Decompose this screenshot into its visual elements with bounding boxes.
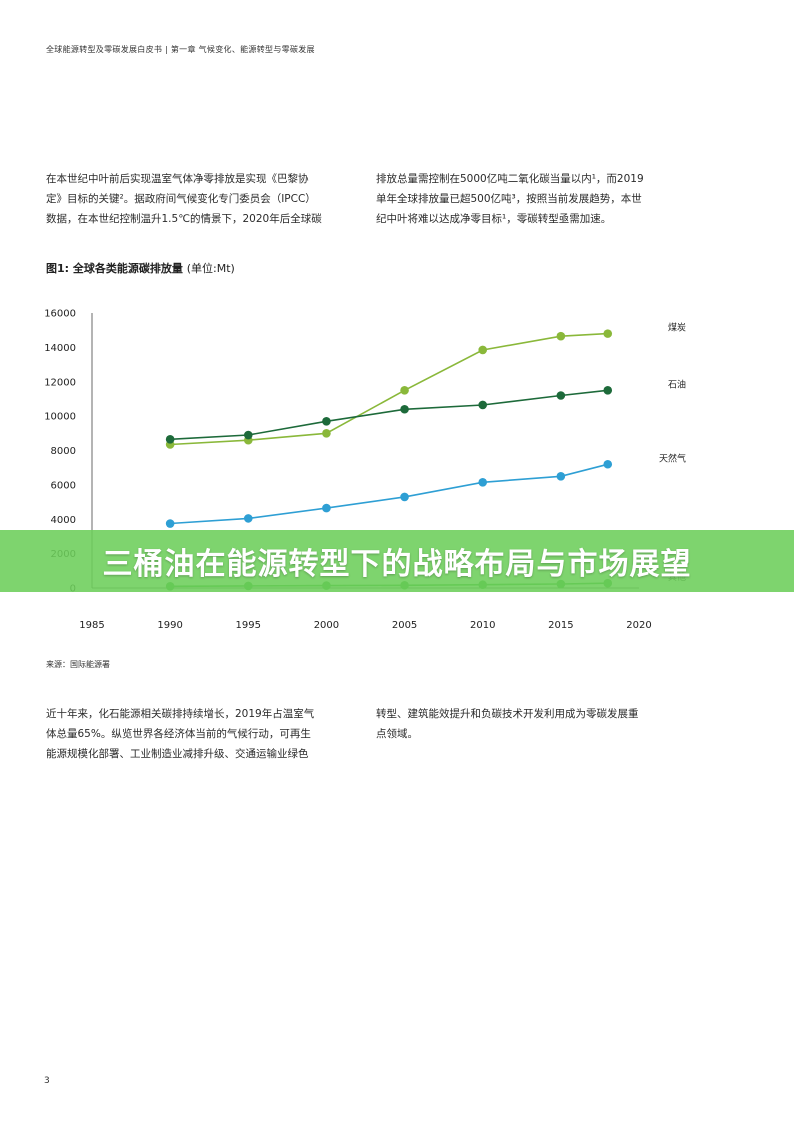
intro-right-line-3: 纪中叶将难以达成净零目标¹，零碳转型亟需加速。 (376, 213, 612, 225)
data-point (603, 329, 613, 338)
data-point (322, 429, 331, 438)
figure-label: 图1: (46, 262, 70, 275)
intro-left-line-2: 定》目标的关键²。据政府间气候变化专门委员会（IPCC） (46, 193, 316, 205)
y-tick-label: 6000 (51, 480, 76, 491)
x-tick-label: 1985 (79, 620, 104, 631)
data-point (322, 416, 331, 426)
data-point (243, 430, 253, 440)
y-tick-label: 12000 (44, 377, 76, 388)
data-point (478, 400, 488, 410)
body-right-line-1: 转型、建筑能效提升和负碳技术开发利用成为零碳发展重 (376, 708, 639, 720)
series-line (170, 332, 608, 446)
banner-title: 三桶油在能源转型下的战略布局与市场展望 (102, 547, 692, 582)
intro-left-line-3: 数据，在本世纪控制温升1.5℃的情景下，2020年后全球碳 (46, 213, 322, 225)
data-point (243, 514, 253, 523)
data-point (556, 391, 566, 400)
body-left-paragraph: 近十年来，化石能源相关碳排持续增长，2019年占温室气 体总量65%。纵览世界各… (46, 704, 314, 764)
running-header: 全球能源转型及零碳发展白皮书 | 第一章 气候变化、能源转型与零碳发展 (46, 45, 315, 54)
data-point (556, 331, 566, 341)
y-tick-label: 14000 (44, 343, 76, 354)
x-tick-labels: 1985 1990 1995 2000 2005 2010 2015 2020 (79, 620, 651, 631)
intro-left-paragraph: 在本世纪中叶前后实现温室气体净零排放是实现《巴黎协 定》目标的关键²。据政府间气… (46, 169, 322, 229)
data-point (322, 503, 331, 513)
data-point (165, 519, 175, 528)
page-number: 3 (44, 1076, 50, 1086)
body-left-line-3: 能源规模化部署、工业制造业减排升级、交通运输业绿色 (46, 748, 309, 760)
data-point (603, 459, 613, 469)
figure-source: 来源：国际能源署 (46, 660, 110, 669)
body-left-line-2: 体总量65%。纵览世界各经济体当前的气候行动，可再生 (46, 728, 311, 740)
series-line (170, 389, 608, 441)
y-tick-label: 8000 (51, 446, 76, 457)
x-tick-label: 2000 (314, 620, 339, 631)
series-label: 煤炭 (668, 322, 686, 334)
data-point (478, 345, 488, 355)
x-tick-label: 2020 (626, 620, 651, 631)
intro-left-line-1: 在本世纪中叶前后实现温室气体净零排放是实现《巴黎协 (46, 173, 309, 185)
x-tick-label: 1995 (236, 620, 261, 631)
series-label: 天然气 (659, 452, 686, 464)
series-layer (165, 329, 613, 591)
y-tick-label: 4000 (51, 515, 76, 526)
series-label: 石油 (668, 378, 686, 390)
figure-title-text: 全球各类能源碳排放量 (72, 262, 183, 275)
data-point (478, 477, 488, 487)
x-tick-label: 2010 (470, 620, 495, 631)
data-point (165, 435, 175, 444)
data-point (400, 492, 409, 502)
data-point (400, 404, 409, 414)
series-2 (165, 386, 613, 444)
series-line (170, 463, 608, 525)
intro-right-line-2: 单年全球排放量已超500亿吨³，按照当前发展趋势，本世 (376, 193, 642, 205)
figure-unit: (单位:Mt) (186, 262, 235, 275)
data-point (603, 386, 613, 395)
x-tick-label: 2015 (548, 620, 573, 631)
x-tick-label: 2005 (392, 620, 417, 631)
y-tick-label: 16000 (44, 309, 76, 320)
figure-title: 图1: 全球各类能源碳排放量 (单位:Mt) (46, 260, 235, 276)
body-right-paragraph: 转型、建筑能效提升和负碳技术开发利用成为零碳发展重 点领域。 (376, 704, 639, 744)
emissions-line-chart: 0200040006000800010000120001400016000 19… (44, 309, 686, 632)
series-3 (165, 459, 613, 528)
intro-right-paragraph: 排放总量需控制在5000亿吨二氧化碳当量以内¹，而2019 单年全球排放量已超5… (376, 169, 644, 229)
x-tick-label: 1990 (157, 620, 182, 631)
body-right-line-2: 点领域。 (376, 728, 418, 740)
data-point (556, 471, 566, 481)
title-banner: 三桶油在能源转型下的战略布局与市场展望 (0, 530, 794, 592)
intro-right-line-1: 排放总量需控制在5000亿吨二氧化碳当量以内¹，而2019 (376, 173, 644, 185)
series-1 (165, 329, 613, 449)
data-point (400, 386, 409, 395)
body-left-line-1: 近十年来，化石能源相关碳排持续增长，2019年占温室气 (46, 708, 315, 720)
y-tick-label: 10000 (44, 412, 76, 423)
